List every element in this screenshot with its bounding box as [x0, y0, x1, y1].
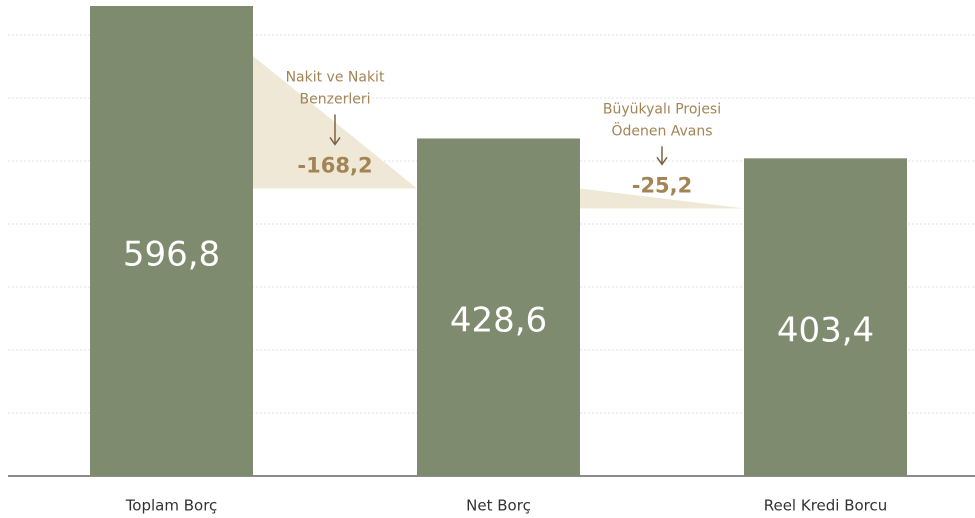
- arrow-head: [329, 137, 341, 146]
- change-wedge: [580, 188, 744, 209]
- bar: [417, 138, 580, 477]
- change-label: -168,2: [297, 153, 372, 177]
- bar: [744, 158, 907, 476]
- bar: [90, 6, 253, 477]
- annotation: Büyükyalı Projesi: [603, 101, 721, 117]
- x-tick-label: Toplam Borç: [125, 497, 218, 515]
- x-tick-label: Net Borç: [466, 497, 531, 515]
- change-label: -25,2: [632, 173, 693, 197]
- arrow-head: [656, 156, 668, 166]
- value-label: 428,6: [450, 301, 547, 341]
- value-label: 403,4: [777, 311, 874, 351]
- value-label: 596,8: [123, 235, 220, 275]
- annotation: Benzerleri: [300, 91, 371, 107]
- annotation: Ödenen Avans: [611, 121, 712, 139]
- annotation: Nakit ve Nakit: [286, 69, 385, 85]
- x-tick-label: Reel Kredi Borcu: [764, 497, 888, 515]
